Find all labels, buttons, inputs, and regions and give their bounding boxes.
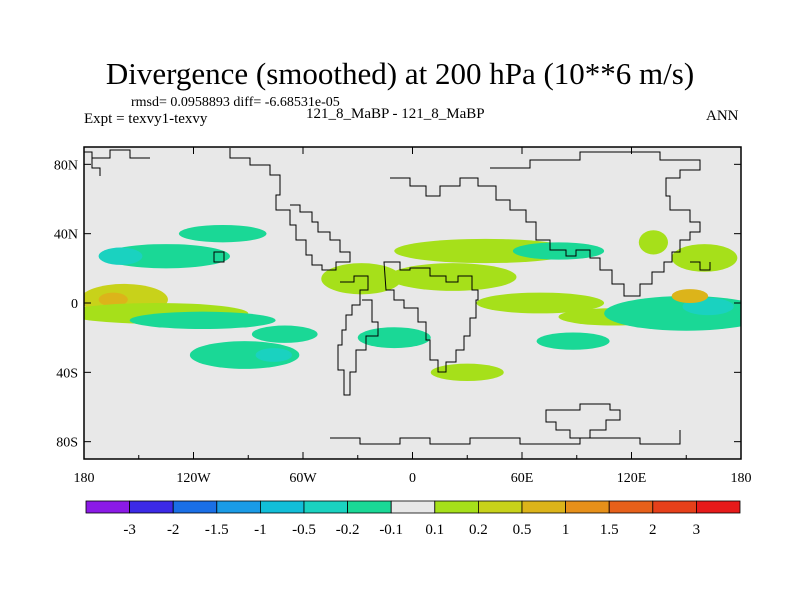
colorbar-label-10: 1 [562, 522, 570, 538]
season-label: ANN [706, 108, 739, 124]
colorbar-label-9: 0.5 [513, 522, 532, 538]
colorbar-box-0 [85, 500, 130, 514]
x-tick-label-6: 180 [731, 471, 752, 486]
colorbar-label-5: -0.2 [336, 522, 360, 538]
x-tick-label-1: 120W [176, 471, 211, 486]
colorbar-box-8 [434, 500, 479, 514]
colorbar-box-9 [477, 500, 523, 514]
coastline-8 [92, 149, 150, 159]
coastline-0 [337, 275, 379, 396]
coastline-4 [545, 403, 621, 439]
colorbar-box-3 [216, 500, 261, 514]
field-region-21 [536, 332, 610, 350]
field-region-6 [178, 225, 267, 243]
x-tick-label-5: 120E [617, 471, 647, 486]
y-tick-label-4: 80S [56, 436, 78, 451]
colorbar-label-7: 0.1 [425, 522, 444, 538]
field-region-8 [255, 348, 293, 362]
colorbar-box-10 [521, 500, 566, 514]
field-region-3 [129, 311, 276, 330]
colorbar-label-13: 3 [693, 522, 701, 538]
field-region-7 [189, 341, 300, 369]
coastline-1 [383, 261, 479, 373]
colorbar-label-11: 1.5 [600, 522, 619, 538]
field-region-12 [476, 292, 605, 314]
colorbar-box-4 [259, 500, 305, 514]
case-line: 121_8_MaBP - 121_8_MaBP [306, 106, 485, 122]
colorbar-label-2: -1.5 [205, 522, 229, 538]
x-tick-label-3: 0 [409, 471, 416, 486]
colorbar-box-2 [172, 500, 218, 514]
y-tick-label-2: 0 [71, 297, 78, 312]
colorbar-box-1 [129, 500, 174, 514]
field-region-16 [671, 289, 709, 304]
colorbar-label-4: -0.5 [292, 522, 316, 538]
colorbar-label-0: -3 [123, 522, 136, 538]
field-region-9 [321, 263, 402, 295]
field-region-19 [357, 327, 431, 349]
x-tick-label-2: 60W [289, 471, 317, 486]
y-tick-label-0: 80N [54, 158, 78, 173]
experiment-line: Expt = texvy1-texvy [84, 111, 208, 127]
colorbar-label-12: 2 [649, 522, 657, 538]
colorbar-box-11 [565, 500, 610, 514]
field-region-23 [430, 363, 504, 382]
coastline-7 [213, 251, 225, 263]
field-region-20 [512, 242, 605, 260]
colorbar-box-6 [347, 500, 392, 514]
x-tick-label-0: 180 [74, 471, 95, 486]
field-region-18 [638, 230, 669, 255]
colorbar-box-7 [390, 500, 436, 514]
colorbar-label-8: 0.2 [469, 522, 488, 538]
field-region-11 [388, 263, 517, 291]
y-tick-label-1: 40N [54, 228, 78, 243]
coastline-6 [690, 261, 711, 271]
coastline-9 [84, 151, 101, 176]
stats-line: rmsd= 0.0958893 diff= -6.68531e-05 [131, 95, 340, 110]
field-region-1 [98, 292, 128, 307]
colorbar-label-1: -2 [167, 522, 180, 538]
field-region-17 [671, 244, 738, 272]
colorbar-label-3: -1 [254, 522, 267, 538]
colorbar-box-13 [652, 500, 697, 514]
colorbar-box-14 [696, 500, 741, 514]
coastline-2 [229, 148, 351, 271]
coastline-3 [390, 151, 701, 297]
x-tick-label-4: 60E [511, 471, 534, 486]
colorbar-box-5 [303, 500, 348, 514]
field-region-22 [251, 325, 318, 343]
colorbar-label-6: -0.1 [379, 522, 403, 538]
coastline-5 [330, 430, 681, 445]
chart-title: Divergence (smoothed) at 200 hPa (10**6 … [105, 56, 695, 91]
colorbar-box-12 [608, 500, 654, 514]
field-region-5 [98, 247, 143, 265]
y-tick-label-3: 40S [56, 366, 78, 381]
